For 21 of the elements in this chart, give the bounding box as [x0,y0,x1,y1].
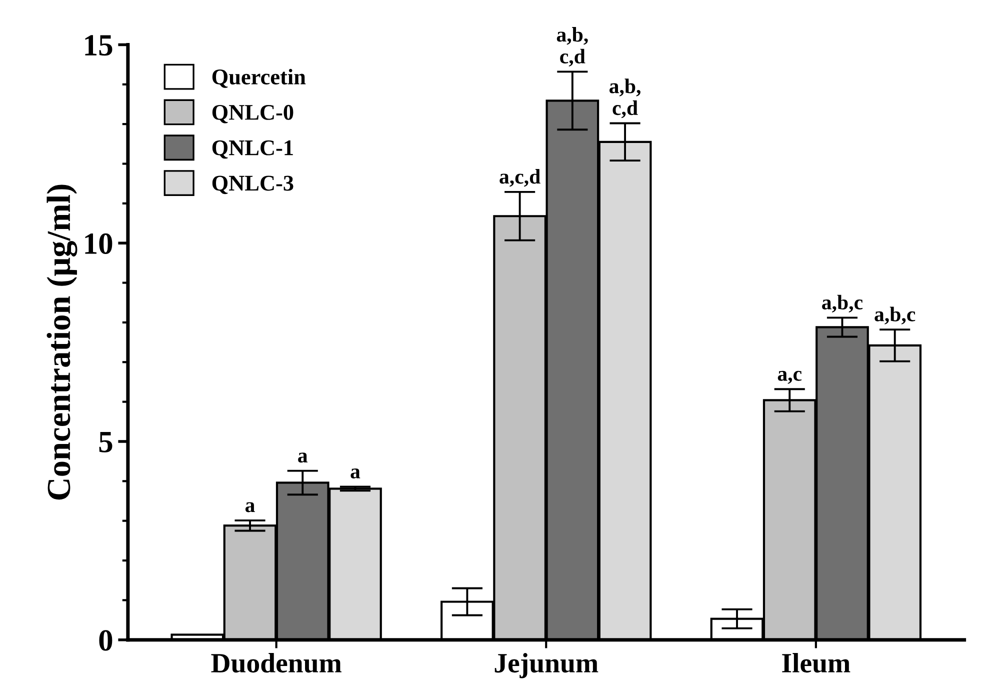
y-tick-label: 15 [85,35,112,56]
data-label: a [298,452,308,463]
y-tick-label: 5 [99,432,112,452]
y-tick-label: 0 [99,630,112,651]
x-tick-label: Jejunum [494,653,598,678]
legend-label: QNLC-1 [212,140,293,159]
legend-label: QNLC-0 [212,104,294,124]
y-tick-label: 10 [85,233,112,254]
data-label: a,c,d [500,169,540,187]
data-label: a,b,c [874,306,916,324]
data-label: a,c [778,370,802,384]
x-tick-label: Ileum [782,653,850,673]
data-label: a,b,c [822,294,863,313]
data-label: a,b, c,d [610,78,640,118]
legend-label: Quercetin [212,68,306,88]
y-axis-title: Concentration (μg/ml) [46,184,78,500]
data-label: a,b, c,d [556,27,588,67]
data-label: a [245,502,255,512]
x-tick-label: Duodenum [211,653,342,673]
legend-label: QNLC-3 [212,176,294,194]
data-label: a [350,468,360,478]
